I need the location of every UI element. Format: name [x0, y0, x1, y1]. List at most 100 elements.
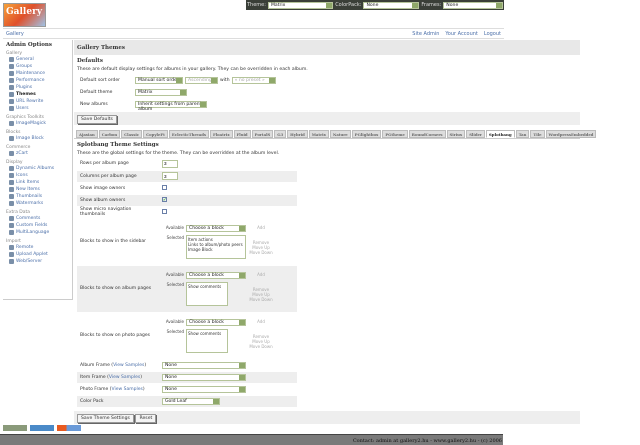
tab-floatrix[interactable]: Floatrix	[210, 130, 233, 138]
gallery-logo[interactable]: Gallery	[3, 3, 46, 27]
image-owners-checkbox[interactable]	[162, 184, 167, 190]
tab-wordpressembedded[interactable]: WordpressEmbedded	[545, 130, 597, 138]
colorpack-select[interactable]: None	[363, 1, 420, 9]
default-theme-select[interactable]: Matrix	[135, 88, 187, 96]
sidebar-item-custom-fields[interactable]: Custom Fields	[6, 222, 69, 229]
remove-button[interactable]: Remove	[252, 286, 270, 292]
tab-g3[interactable]: G3	[274, 130, 287, 138]
available-blocks-select[interactable]: Choose a block	[186, 318, 246, 326]
sidebar-item-performance[interactable]: Performance	[6, 77, 69, 84]
sidebar-item-thumbnails[interactable]: Thumbnails	[6, 193, 69, 200]
tab-siriux[interactable]: Siriux	[446, 130, 466, 138]
selected-block-item[interactable]: Show comments	[188, 330, 222, 336]
tab-classic[interactable]: Classic	[121, 130, 143, 138]
theme-select[interactable]: Matrix	[267, 1, 334, 9]
sidebar-item-remote[interactable]: Remote	[6, 244, 69, 251]
tab-copyleft[interactable]: CopyleFt	[143, 130, 168, 138]
sidebar-item-themes[interactable]: Themes	[6, 91, 69, 98]
sidebar-title: Admin Options	[6, 42, 52, 48]
frames-select[interactable]: None	[443, 1, 503, 9]
selected-block-item[interactable]: Show comments	[188, 283, 222, 289]
move-up-button[interactable]: Move Up	[252, 338, 270, 344]
logout-link[interactable]: Logout	[483, 30, 501, 37]
add-button[interactable]: Add	[257, 318, 265, 324]
sidebar-item-url-rewrite[interactable]: URL Rewrite	[6, 98, 69, 105]
move-up-button[interactable]: Move Up	[252, 244, 270, 250]
cols-input[interactable]	[162, 172, 178, 180]
item-frame-select[interactable]: None	[162, 373, 246, 381]
sidebar-item-general[interactable]: General	[6, 56, 69, 63]
add-button[interactable]: Add	[257, 271, 265, 277]
your-account-link[interactable]: Your Account	[445, 30, 478, 37]
item-frame-samples-link[interactable]: View Samples	[108, 374, 141, 380]
sort-order-select[interactable]: Manual sort order	[135, 76, 183, 84]
selected-blocks-list[interactable]: Item actions Links to album/photo peers Im…	[186, 234, 246, 259]
selected-block-item[interactable]: Item actions	[188, 236, 213, 242]
sidebar-item-upload-applet[interactable]: Upload Applet	[6, 251, 69, 258]
sidebar-item-watermarks[interactable]: Watermarks	[6, 200, 69, 207]
album-owners-checkbox[interactable]: ✔	[162, 197, 167, 202]
sidebar-item-icons[interactable]: Icons	[6, 172, 69, 179]
sidebar-item-imagemagick[interactable]: ImageMagick	[6, 120, 69, 127]
sidebar-item-multilanguage[interactable]: MultiLanguage	[6, 229, 69, 236]
new-albums-select[interactable]: Inherit settings from parent album	[135, 100, 207, 112]
tab-pgtheme[interactable]: PGtheme	[382, 130, 408, 138]
tab-ajaxian[interactable]: Ajaxian	[76, 130, 98, 138]
selected-blocks-list[interactable]: Show comments	[186, 328, 228, 353]
photo-frame-select[interactable]: None	[162, 385, 246, 393]
sidebar-item-users[interactable]: Users	[6, 105, 69, 112]
move-up-button[interactable]: Move Up	[252, 291, 270, 297]
sidebar-item-maintenance[interactable]: Maintenance	[6, 70, 69, 77]
selected-block-item[interactable]: Image Block	[188, 246, 213, 252]
tab-fluid[interactable]: Fluid	[233, 130, 251, 138]
sidebar-item-groups[interactable]: Groups	[6, 63, 69, 70]
gallery2-badge[interactable]	[30, 425, 54, 431]
xhtml-badge[interactable]	[3, 425, 27, 431]
breadcrumb-gallery[interactable]: Gallery	[6, 30, 24, 37]
photo-frame-samples-link[interactable]: View Samples	[111, 386, 143, 392]
tab-roundcorners[interactable]: RoundCorners	[408, 130, 446, 138]
available-blocks-select[interactable]: Choose a block	[186, 271, 246, 279]
sidebar-item-new-items[interactable]: New Items	[6, 186, 69, 193]
tab-tan[interactable]: Tan	[515, 130, 530, 138]
tab-portals[interactable]: PortalS	[251, 130, 274, 138]
tab-tile[interactable]: Tile	[530, 130, 545, 138]
tab-nature[interactable]: Nature	[329, 130, 351, 138]
site-admin-link[interactable]: Site Admin	[412, 30, 440, 37]
sort-direction-select[interactable]: Ascending	[185, 76, 218, 84]
tab-matrix[interactable]: Matrix	[308, 130, 329, 138]
gallery-badge[interactable]	[57, 425, 81, 431]
save-defaults-button[interactable]: Save Defaults	[77, 115, 117, 124]
available-blocks-select[interactable]: Choose a block	[186, 224, 246, 232]
reset-button[interactable]: Reset	[135, 413, 157, 423]
selected-blocks-list[interactable]: Show comments	[186, 281, 228, 306]
remove-button[interactable]: Remove	[252, 239, 270, 245]
tab-hybrid[interactable]: Hybrid	[287, 130, 308, 138]
preset-select[interactable]: « no preset »	[231, 76, 276, 84]
album-frame-select[interactable]: None	[162, 361, 246, 369]
selected-block-item[interactable]: Links to album/photo peers	[188, 241, 243, 247]
tab-eclecticthreads[interactable]: EclecticThreads	[168, 130, 209, 138]
sidebar-item-image-block[interactable]: Image Block	[6, 135, 69, 142]
sidebar-item-link-items[interactable]: Link Items	[6, 179, 69, 186]
move-down-button[interactable]: Move Down	[249, 296, 273, 302]
tab-splotbang[interactable]: Splotbang	[485, 130, 515, 138]
sidebar-item-zcart[interactable]: zCart	[6, 150, 69, 157]
image-block-icon	[9, 136, 14, 141]
sidebar-item-comments[interactable]: Comments	[6, 215, 69, 222]
sidebar-item-dynamic-albums[interactable]: Dynamic Albums	[6, 165, 69, 172]
color-pack-select[interactable]: Gold Leaf	[162, 397, 220, 405]
micro-nav-checkbox[interactable]	[162, 208, 167, 214]
album-frame-samples-link[interactable]: View Samples	[113, 362, 145, 368]
rows-input[interactable]	[162, 159, 178, 168]
remove-button[interactable]: Remove	[252, 333, 270, 339]
save-theme-settings-button[interactable]: Save Theme Settings	[77, 413, 134, 423]
move-down-button[interactable]: Move Down	[249, 249, 273, 255]
add-button[interactable]: Add	[257, 224, 265, 230]
sidebar-item-plugins[interactable]: Plugins	[6, 84, 69, 91]
move-down-button[interactable]: Move Down	[249, 343, 273, 349]
tab-slider[interactable]: Slider	[466, 130, 485, 138]
sidebar-item-web-server[interactable]: Web/Server	[6, 258, 69, 265]
tab-pglightbox[interactable]: PGlightbox	[351, 130, 382, 138]
tab-carbon[interactable]: Carbon	[98, 130, 121, 138]
